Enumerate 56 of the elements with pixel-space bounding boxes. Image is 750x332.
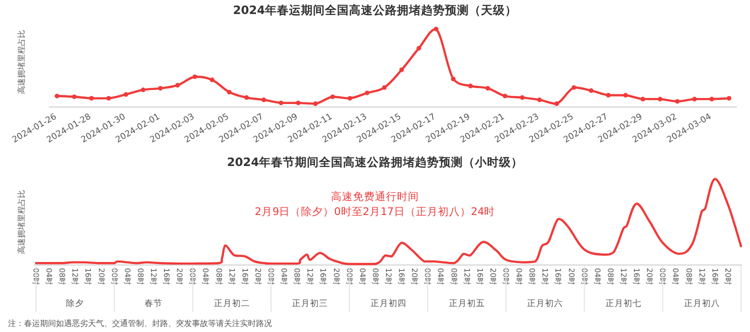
point xyxy=(502,94,508,98)
point xyxy=(554,101,559,106)
point xyxy=(158,86,163,91)
point xyxy=(640,96,646,102)
point xyxy=(72,94,77,100)
annotation: 高速免费通行时间 xyxy=(331,190,419,203)
point xyxy=(399,68,404,72)
point xyxy=(623,92,628,98)
point xyxy=(210,78,214,82)
point xyxy=(348,96,352,101)
chart-title: 2024年春运期间全国高速公路拥堵趋势预测（天级） xyxy=(232,3,518,17)
point xyxy=(572,85,576,90)
point xyxy=(175,82,180,88)
point xyxy=(537,98,542,102)
y-axis-title: 高速拥堵里程占比 xyxy=(17,30,26,94)
point xyxy=(364,90,370,96)
point xyxy=(227,90,232,94)
point xyxy=(89,96,94,101)
point xyxy=(434,26,438,32)
y-axis-title: 高速拥堵里程占比 xyxy=(17,190,26,254)
point xyxy=(416,46,422,51)
point xyxy=(244,95,249,100)
point xyxy=(296,100,301,106)
point xyxy=(709,96,714,102)
point xyxy=(192,74,198,80)
chart-title: 2024年春节期间全国高速公路拥堵趋势预测（小时级） xyxy=(226,155,524,169)
annotation: 2月9日（除夕）0时至2月17日（正月初八）24时 xyxy=(254,205,496,218)
point xyxy=(468,84,473,88)
point xyxy=(140,88,146,92)
point xyxy=(485,86,490,91)
text: 除夕 xyxy=(66,298,84,309)
point xyxy=(106,96,111,101)
text: 注：春运期间如遇恶劣天气、交通管制、封路、突发事故等请关注实时路况 xyxy=(8,319,272,328)
point xyxy=(520,95,525,100)
point xyxy=(54,94,60,98)
point xyxy=(726,96,732,101)
text: 春节 xyxy=(144,298,162,309)
point xyxy=(278,100,284,106)
point xyxy=(261,98,266,102)
text: 正月初三 xyxy=(292,298,328,309)
point xyxy=(692,96,697,102)
point xyxy=(606,92,611,98)
text: 正月初七 xyxy=(606,298,642,309)
text: 正月初四 xyxy=(370,298,406,309)
point xyxy=(330,94,335,100)
text: 正月初八 xyxy=(684,298,720,309)
point xyxy=(313,101,318,106)
point xyxy=(588,88,594,93)
text: 正月初二 xyxy=(214,298,250,309)
point xyxy=(675,99,680,104)
point xyxy=(124,92,128,97)
text: 正月初六 xyxy=(527,298,564,309)
point xyxy=(658,96,662,102)
text: 正月初五 xyxy=(448,298,485,309)
point xyxy=(382,85,387,90)
point xyxy=(451,76,456,82)
